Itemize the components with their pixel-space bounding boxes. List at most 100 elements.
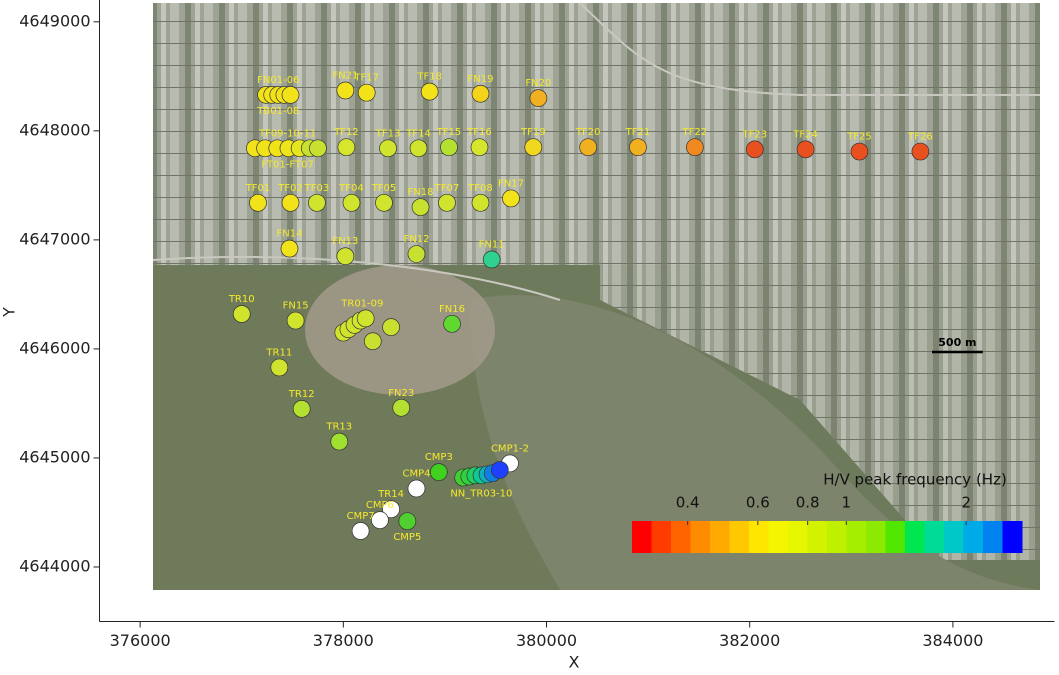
site-label: TF20 bbox=[575, 127, 601, 138]
colorbar-segment bbox=[983, 521, 1003, 553]
site-label: TF04 bbox=[338, 183, 364, 194]
site-marker bbox=[351, 522, 370, 540]
site-marker bbox=[308, 193, 326, 212]
site-marker bbox=[745, 140, 764, 159]
site-marker bbox=[524, 138, 543, 157]
site-label: TF18 bbox=[416, 72, 442, 83]
x-tick-label: 382000 bbox=[719, 631, 780, 650]
site-marker bbox=[482, 250, 501, 269]
site-label: FN12 bbox=[403, 234, 429, 245]
site-marker bbox=[309, 139, 327, 158]
site-marker bbox=[375, 193, 393, 212]
site-marker bbox=[490, 461, 509, 479]
scale-bar-label: 500 m bbox=[938, 336, 976, 349]
site-label: FN19 bbox=[467, 74, 493, 85]
site-label: TF03 bbox=[304, 183, 330, 194]
colorbar-segment bbox=[807, 521, 828, 553]
colorbar-segment bbox=[710, 521, 730, 553]
site-marker bbox=[249, 193, 267, 212]
site-label: FN23 bbox=[388, 388, 414, 399]
colorbar-segment bbox=[963, 521, 984, 553]
y-tick-label: 4649000 bbox=[19, 11, 90, 30]
site-marker bbox=[471, 84, 490, 103]
site-marker bbox=[281, 86, 300, 104]
site-label: CMP5 bbox=[393, 532, 421, 543]
colorbar-segment bbox=[632, 521, 652, 553]
colorbar-segment bbox=[671, 521, 691, 553]
colorbar-tick-label: 2 bbox=[961, 494, 971, 512]
colorbar-segment bbox=[651, 521, 672, 553]
site-marker bbox=[379, 139, 397, 158]
x-tick-label: 378000 bbox=[313, 631, 374, 650]
site-marker bbox=[286, 311, 305, 330]
site-label: TR01-09 bbox=[340, 298, 383, 309]
colorbar-segment bbox=[827, 521, 847, 553]
site-marker bbox=[629, 138, 647, 157]
site-marker bbox=[336, 247, 355, 266]
site-marker bbox=[411, 198, 430, 217]
site-label: TF15 bbox=[436, 127, 462, 138]
site-marker bbox=[850, 142, 869, 161]
site-label: CMP4 bbox=[402, 468, 430, 479]
site-marker bbox=[270, 358, 289, 377]
site-label: FN01-06 bbox=[257, 75, 299, 86]
colorbar-segment bbox=[905, 521, 925, 553]
site-marker bbox=[356, 309, 375, 328]
site-label: TB01-08 bbox=[256, 106, 299, 117]
site-label: FN13 bbox=[332, 236, 358, 247]
colorbar-segment bbox=[690, 521, 711, 553]
site-label: CMP1-2 bbox=[491, 443, 529, 454]
colorbar-segment bbox=[768, 521, 789, 553]
site-marker bbox=[409, 139, 428, 158]
site-label: TR12 bbox=[288, 389, 315, 400]
site-label: TF17 bbox=[353, 73, 379, 84]
site-label: FN11 bbox=[479, 240, 505, 251]
site-label: TF23 bbox=[741, 129, 767, 140]
site-label: TF14 bbox=[405, 128, 431, 139]
colorbar-tick-label: 0.8 bbox=[796, 494, 820, 512]
site-label: TR13 bbox=[325, 422, 352, 433]
site-label: TF08 bbox=[467, 183, 493, 194]
site-label: CMP7 bbox=[347, 511, 375, 522]
site-label: TF22 bbox=[682, 127, 708, 138]
site-label: FN20 bbox=[525, 78, 551, 89]
site-marker bbox=[420, 82, 439, 101]
colorbar-tick-label: 0.4 bbox=[676, 494, 700, 512]
site-label: TF16 bbox=[466, 127, 492, 138]
colorbar-segment bbox=[788, 521, 808, 553]
site-label: FN17 bbox=[498, 178, 524, 189]
site-marker bbox=[579, 138, 598, 157]
x-tick-label: 380000 bbox=[516, 631, 577, 650]
site-label: TF02 bbox=[277, 183, 303, 194]
site-marker bbox=[357, 83, 376, 102]
y-tick-label: 4647000 bbox=[19, 229, 90, 248]
y-tick-label: 4648000 bbox=[19, 120, 90, 139]
colorbar-segment bbox=[1002, 521, 1023, 553]
site-marker bbox=[330, 432, 349, 451]
y-tick-label: 4644000 bbox=[19, 556, 90, 575]
site-marker bbox=[281, 193, 300, 212]
site-label: FT01-FT07 bbox=[261, 159, 313, 170]
site-marker bbox=[407, 479, 426, 498]
site-label: TF21 bbox=[625, 127, 651, 138]
site-label: FN18 bbox=[408, 187, 434, 198]
colorbar-segment bbox=[944, 521, 964, 553]
colorbar-title: H/V peak frequency (Hz) bbox=[823, 471, 1007, 489]
site-marker bbox=[529, 89, 548, 107]
site-marker bbox=[337, 138, 356, 157]
colorbar-segment bbox=[846, 521, 867, 553]
site-label: TF12 bbox=[333, 127, 359, 138]
site-marker bbox=[371, 511, 389, 529]
x-tick-label: 376000 bbox=[110, 631, 171, 650]
site-marker bbox=[336, 81, 355, 100]
site-label: FN16 bbox=[439, 304, 465, 315]
site-marker bbox=[392, 398, 411, 417]
site-marker bbox=[363, 332, 382, 351]
basemap bbox=[152, 2, 1040, 590]
site-label: TF01 bbox=[245, 183, 271, 194]
site-label: FN14 bbox=[276, 229, 302, 240]
site-marker bbox=[443, 314, 461, 333]
x-axis-label: X bbox=[569, 653, 580, 672]
site-marker bbox=[342, 193, 361, 212]
